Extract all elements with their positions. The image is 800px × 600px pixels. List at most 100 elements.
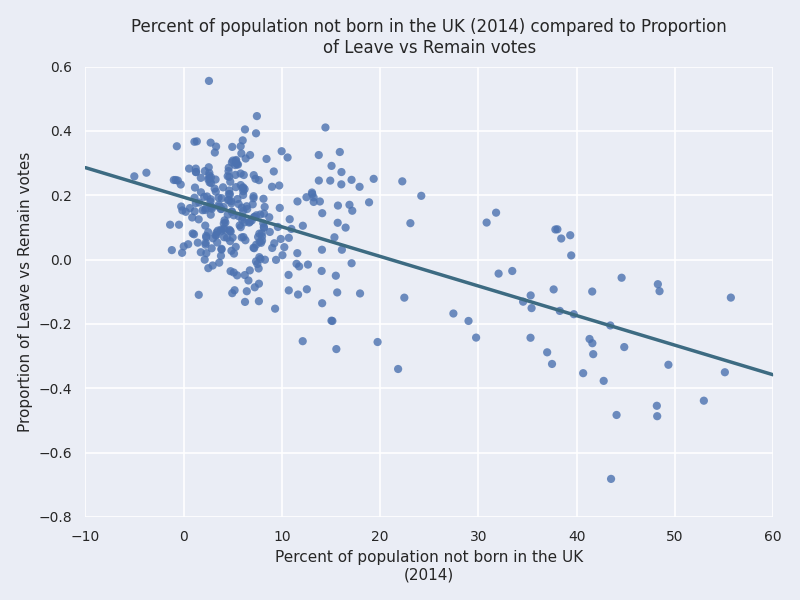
Point: [238, 297, 251, 307]
Point: [258, 209, 270, 218]
Point: [240, 286, 253, 296]
Point: [170, 142, 183, 151]
Point: [246, 200, 259, 209]
Point: [362, 197, 375, 207]
Point: [315, 266, 328, 276]
Point: [252, 263, 265, 273]
Point: [253, 237, 266, 247]
Point: [198, 192, 210, 202]
Point: [190, 167, 202, 177]
Point: [615, 273, 628, 283]
Point: [345, 175, 358, 185]
Point: [213, 200, 226, 209]
Point: [253, 253, 266, 262]
Point: [651, 280, 664, 289]
Point: [247, 191, 260, 201]
Point: [164, 220, 177, 230]
Point: [188, 193, 201, 203]
Point: [551, 224, 564, 234]
Point: [254, 238, 267, 248]
Point: [242, 275, 255, 285]
Point: [210, 230, 223, 240]
Point: [226, 233, 239, 242]
Point: [190, 167, 202, 177]
Point: [186, 212, 198, 222]
Point: [610, 410, 623, 420]
Point: [225, 196, 238, 206]
Point: [231, 194, 244, 204]
Point: [237, 182, 250, 192]
Point: [222, 196, 234, 205]
Point: [223, 190, 236, 199]
Point: [271, 222, 284, 232]
Point: [282, 286, 295, 295]
Point: [206, 233, 219, 243]
Point: [229, 170, 242, 180]
Point: [179, 207, 192, 217]
Point: [174, 202, 187, 211]
Point: [250, 257, 262, 266]
Point: [278, 242, 290, 252]
Point: [236, 184, 249, 193]
Point: [205, 202, 218, 211]
Point: [232, 211, 245, 221]
Point: [217, 182, 230, 192]
Point: [331, 218, 344, 227]
Point: [228, 286, 241, 295]
Point: [274, 203, 286, 213]
Point: [224, 236, 237, 246]
Point: [203, 173, 216, 183]
Point: [492, 269, 505, 278]
Point: [218, 215, 231, 225]
Point: [199, 221, 212, 230]
Point: [266, 182, 278, 191]
Point: [291, 197, 304, 206]
Point: [140, 168, 153, 178]
Point: [392, 364, 405, 374]
Point: [204, 138, 217, 148]
Point: [331, 287, 344, 297]
Point: [205, 172, 218, 182]
Title: Percent of population not born in the UK (2014) compared to Proportion
of Leave : Percent of population not born in the UK…: [131, 18, 727, 57]
Point: [227, 268, 240, 277]
Point: [462, 316, 475, 326]
Point: [201, 191, 214, 201]
Point: [235, 203, 248, 212]
Point: [224, 266, 237, 276]
Point: [302, 260, 314, 269]
Point: [269, 304, 282, 313]
Point: [235, 149, 248, 158]
Point: [200, 231, 213, 241]
Point: [248, 212, 261, 222]
Point: [257, 218, 270, 228]
Point: [212, 193, 225, 202]
Point: [246, 215, 258, 225]
Point: [567, 310, 580, 319]
Point: [250, 111, 263, 121]
Point: [218, 232, 230, 242]
Point: [297, 221, 310, 230]
Point: [241, 204, 254, 214]
Point: [171, 176, 184, 185]
Point: [167, 175, 180, 185]
Point: [307, 193, 320, 202]
Point: [260, 154, 273, 164]
Point: [204, 194, 217, 204]
Point: [256, 232, 269, 241]
Point: [547, 284, 560, 294]
Point: [190, 199, 202, 208]
Point: [330, 271, 342, 281]
Point: [203, 168, 216, 178]
Point: [206, 204, 218, 214]
Point: [231, 160, 244, 169]
Point: [398, 293, 410, 302]
Point: [371, 337, 384, 347]
Point: [202, 263, 214, 273]
Point: [202, 163, 215, 172]
Point: [226, 207, 238, 217]
Point: [208, 184, 221, 193]
Point: [213, 258, 226, 268]
Point: [447, 309, 460, 319]
Point: [189, 183, 202, 193]
Point: [517, 297, 530, 307]
